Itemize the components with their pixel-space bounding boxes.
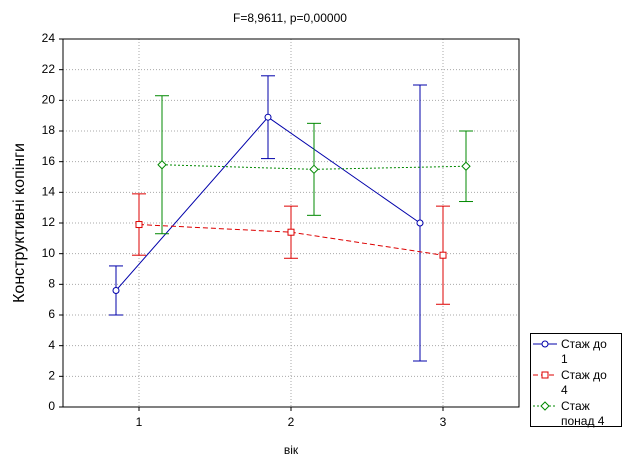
y-tick-label: 14	[42, 185, 56, 199]
y-axis-label: Конструктивні копінги	[11, 143, 28, 303]
y-tick-label: 24	[42, 31, 56, 45]
legend-label: Стаж до 1	[561, 337, 607, 366]
marker	[461, 161, 471, 171]
y-tick-label: 18	[42, 123, 56, 137]
x-axis-label: вік	[284, 443, 299, 457]
marker	[135, 221, 143, 229]
x-tick-label: 3	[440, 415, 447, 429]
y-tick-label: 0	[48, 399, 55, 413]
marker	[416, 219, 424, 227]
y-tick-label: 10	[42, 246, 56, 260]
plot-frame	[62, 38, 520, 408]
marker	[541, 371, 549, 379]
y-tick-label: 20	[42, 93, 56, 107]
x-tick-label: 2	[288, 415, 295, 429]
legend-label: Стаж до 4	[561, 368, 607, 397]
y-tick-label: 22	[42, 62, 56, 76]
y-tick-label: 8	[48, 277, 55, 291]
marker	[112, 286, 120, 294]
y-tick-label: 16	[42, 154, 56, 168]
legend-entry: Стаж до 1	[531, 334, 621, 366]
legend: Стаж до 1 Стаж до 4 Стаж понад 4	[530, 333, 622, 428]
y-tick-label: 2	[48, 369, 55, 383]
legend-swatch	[533, 340, 557, 348]
chart-title: F=8,9611, p=0,00000	[233, 11, 347, 25]
legend-label: Стаж понад 4	[561, 399, 605, 428]
marker	[541, 340, 549, 348]
legend-swatch	[533, 401, 557, 411]
marker	[264, 113, 272, 121]
marker	[540, 401, 550, 411]
y-tick-label: 4	[48, 338, 55, 352]
y-tick-label: 6	[48, 307, 55, 321]
legend-swatch	[533, 371, 557, 379]
y-tick-label: 12	[42, 215, 56, 229]
marker	[439, 251, 447, 259]
x-tick-label: 1	[136, 415, 143, 429]
legend-entry: Стаж до 4	[531, 365, 621, 397]
marker	[287, 228, 295, 236]
marker	[309, 164, 319, 175]
legend-entry: Стаж понад 4	[531, 396, 621, 428]
marker	[157, 160, 167, 170]
